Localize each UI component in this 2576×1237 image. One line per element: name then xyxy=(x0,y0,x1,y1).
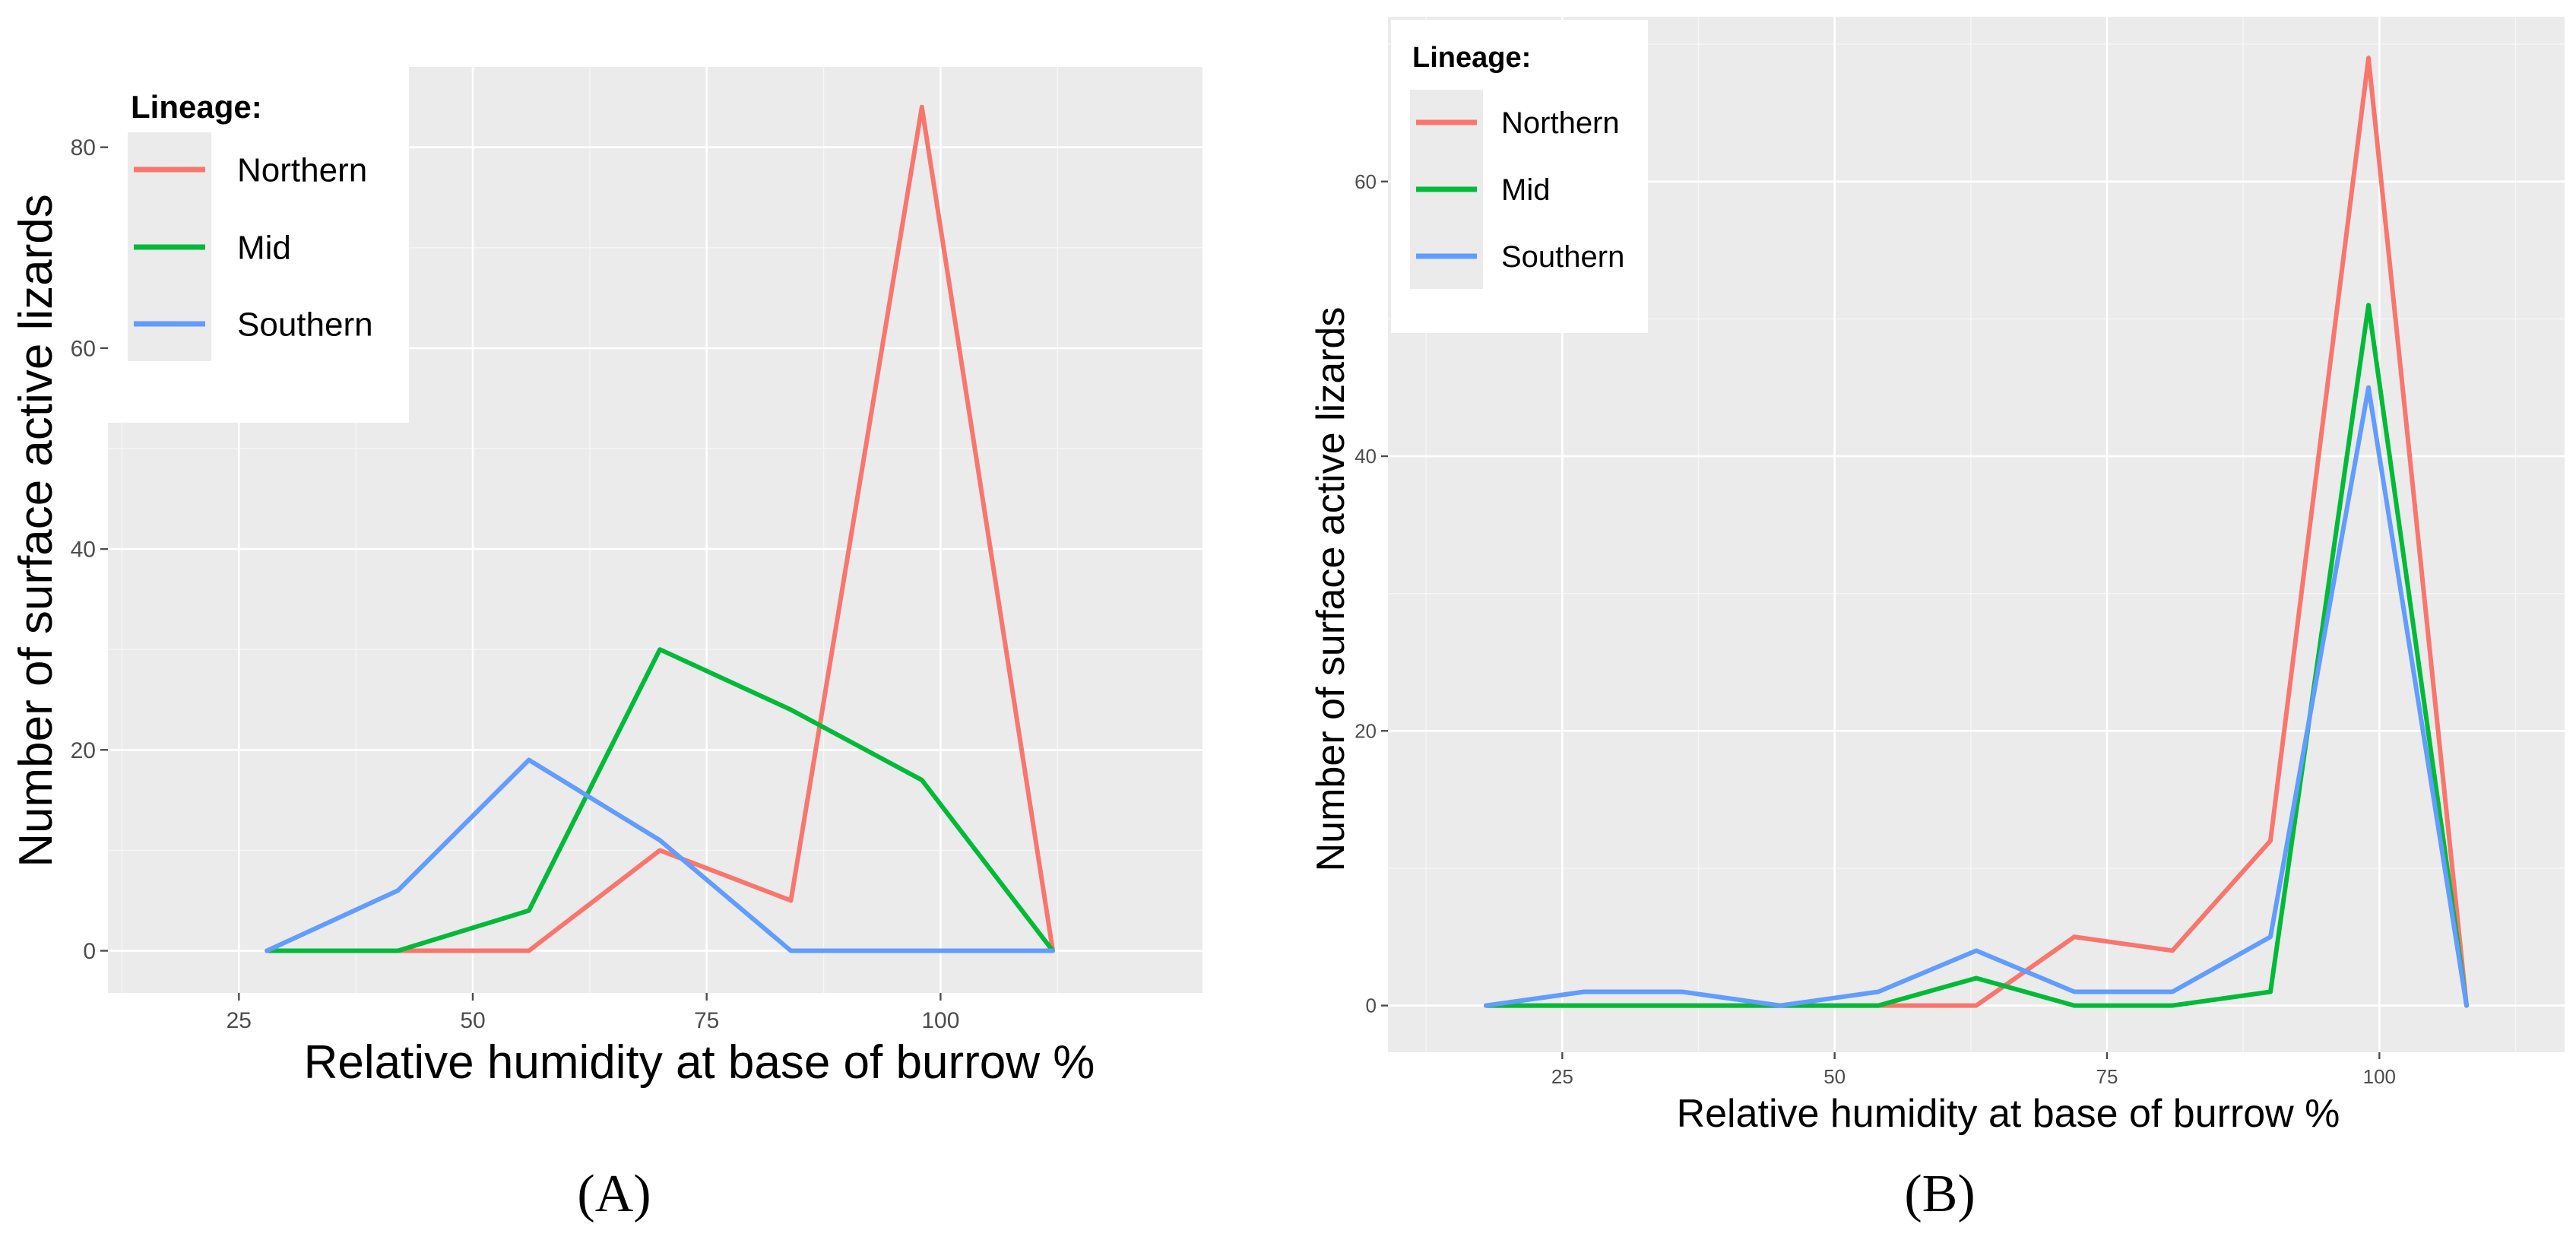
series-line-mid xyxy=(265,647,1056,953)
x-tick-label: 75 xyxy=(2096,1065,2118,1088)
y-tick-label: 0 xyxy=(1366,994,1377,1017)
legend-label-northern: Northern xyxy=(1501,106,1620,140)
y-axis-title: Number of surface active lizards xyxy=(1309,307,1353,872)
x-tick-label: 50 xyxy=(1823,1065,1846,1088)
legend: Lineage: Northern Mid Southern xyxy=(108,67,409,423)
y-tick-label: 20 xyxy=(1355,719,1377,742)
panel-label: (B) xyxy=(1904,1165,1975,1223)
x-axis-title: Relative humidity at base of burrow % xyxy=(304,1036,1095,1089)
x-tick-label: 75 xyxy=(694,1008,719,1033)
x-tick-label: 50 xyxy=(460,1008,485,1033)
x-tick-label: 100 xyxy=(921,1008,959,1033)
x-axis-title: Relative humidity at base of burrow % xyxy=(1677,1092,2340,1136)
panel-label: (A) xyxy=(577,1165,651,1223)
x-tick-label: 100 xyxy=(2363,1065,2396,1088)
legend-label-northern: Northern xyxy=(237,151,367,189)
y-tick-label: 40 xyxy=(1355,445,1377,468)
series-line-southern xyxy=(1484,385,2469,1008)
legend-label-southern: Southern xyxy=(237,306,373,343)
legend: Lineage: Northern Mid Southern xyxy=(1391,20,1648,333)
series-line-southern xyxy=(265,757,1056,953)
y-tick-label: 40 xyxy=(71,538,96,563)
y-tick-label: 60 xyxy=(1355,170,1377,193)
x-tick-label: 25 xyxy=(1551,1065,1573,1088)
y-axis-title: Number of surface active lizards xyxy=(10,194,62,867)
y-tick-label: 20 xyxy=(71,738,96,763)
chart-panel-a: 25 50 75 100 0 20 40 60 80 Relative humidity at b… xyxy=(10,67,1202,1223)
legend-label-mid: Mid xyxy=(237,229,291,266)
legend-title: Lineage: xyxy=(1412,42,1531,74)
x-tick-label: 25 xyxy=(227,1008,252,1033)
chart-panel-b: 25 50 75 100 0 20 40 60 Relative humidity at bas… xyxy=(1309,17,2565,1223)
y-tick-label: 0 xyxy=(83,939,96,964)
legend-label-mid: Mid xyxy=(1501,173,1550,207)
legend-label-southern: Southern xyxy=(1501,240,1624,274)
y-tick-label: 60 xyxy=(71,336,96,361)
y-tick-label: 80 xyxy=(71,135,96,160)
legend-title: Lineage: xyxy=(131,89,262,125)
